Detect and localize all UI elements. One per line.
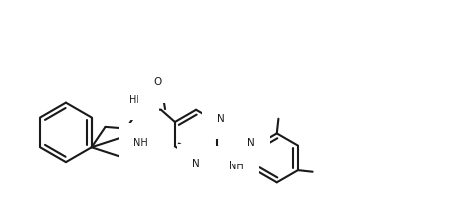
Text: NH: NH: [229, 161, 244, 171]
Text: N: N: [247, 138, 255, 148]
Text: NH: NH: [133, 138, 148, 148]
Text: O: O: [153, 77, 162, 87]
Text: HN: HN: [129, 95, 144, 105]
Text: N: N: [218, 114, 225, 124]
Text: N: N: [192, 159, 200, 169]
